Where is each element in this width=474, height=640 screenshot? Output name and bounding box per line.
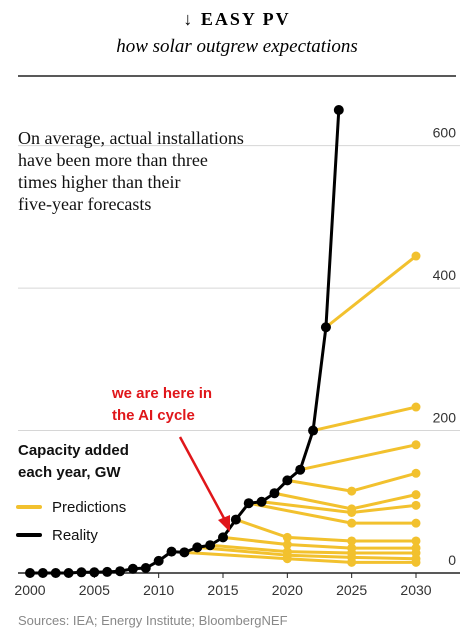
point (127, 563, 138, 574)
point (282, 540, 292, 550)
point (179, 547, 190, 558)
point (411, 402, 421, 412)
point (411, 440, 421, 450)
point (102, 566, 113, 577)
point (205, 540, 216, 551)
point (89, 567, 100, 578)
point (256, 496, 267, 507)
point (25, 568, 35, 578)
point (333, 105, 344, 115)
y-tick-label: 0 (448, 552, 456, 568)
kicker: ↓ EASY PV (183, 9, 290, 29)
legend-title: each year, GW (18, 464, 121, 481)
y-tick-label: 400 (433, 267, 457, 283)
point (411, 490, 421, 500)
series-line (197, 545, 417, 561)
note: times higher than their (18, 172, 180, 192)
y-tick-label: 600 (433, 125, 457, 141)
point (37, 568, 48, 578)
point (218, 532, 228, 543)
annotation: we are here in (111, 385, 212, 402)
point (347, 518, 357, 528)
series-line (312, 405, 417, 433)
point (347, 557, 357, 567)
point (295, 464, 306, 475)
point (153, 555, 164, 566)
point (243, 498, 254, 509)
point (320, 322, 331, 333)
point (230, 514, 241, 525)
texts: 0 200 400 600 2000 2005 2010 2015 2020 2025 2030 On… (14, 125, 456, 628)
legend-label: Predictions (52, 499, 126, 516)
x-tick-label: 2015 (207, 582, 238, 598)
x-tick-label: 2000 (14, 582, 45, 598)
x-tick-label: 2025 (336, 582, 367, 598)
source: Sources: IEA; Energy Institute; Bloomber… (18, 613, 288, 628)
plot (25, 105, 421, 578)
point (282, 532, 292, 542)
point (347, 536, 357, 546)
point (411, 536, 421, 546)
arrow (178, 436, 228, 523)
point (76, 567, 87, 578)
series-line (235, 518, 416, 543)
point (140, 563, 151, 574)
point (411, 500, 421, 510)
series-line (222, 535, 416, 550)
note: have been more than three (18, 150, 208, 170)
y-tick-label: 200 (433, 410, 457, 426)
x-tick-label: 2010 (143, 582, 174, 598)
point (192, 542, 203, 553)
subtitle: how solar outgrew expectations (116, 36, 358, 57)
point (115, 566, 126, 577)
point (411, 557, 421, 567)
x-tick-label: 2005 (79, 582, 110, 598)
point (282, 475, 293, 486)
x-tick-label: 2020 (272, 582, 303, 598)
point (411, 518, 421, 528)
point (308, 425, 319, 436)
note: On average, actual installations (18, 128, 244, 148)
point (347, 507, 357, 517)
point (50, 568, 61, 578)
point (347, 486, 357, 496)
point (411, 468, 421, 478)
note: five-year forecasts (18, 194, 151, 214)
series-line (299, 443, 417, 472)
point (411, 251, 421, 261)
point (282, 554, 292, 564)
point (269, 488, 280, 499)
point (63, 568, 74, 578)
series-line (210, 543, 416, 555)
point (166, 546, 177, 557)
arrow-head (218, 515, 230, 532)
x-tick-label: 2030 (400, 582, 431, 598)
series-line (325, 254, 417, 329)
series-line (184, 550, 416, 564)
annotation: the AI cycle (112, 407, 195, 424)
legend-label: Reality (52, 527, 98, 544)
legend-title: Capacity added (18, 442, 129, 459)
